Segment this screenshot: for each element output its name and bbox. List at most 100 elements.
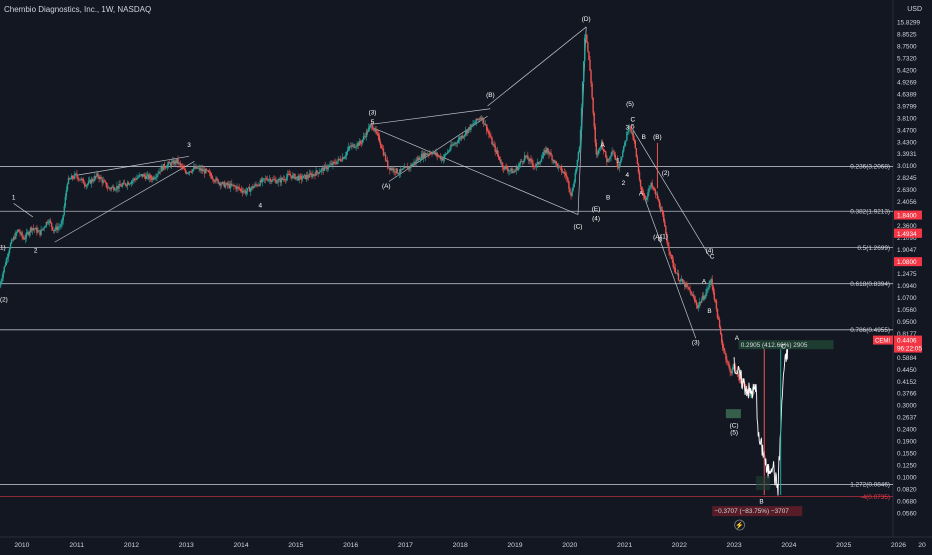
candle-body xyxy=(104,181,107,183)
candle-body xyxy=(714,299,717,301)
candle-body xyxy=(303,174,306,176)
candle-body xyxy=(85,185,88,187)
candle-body xyxy=(314,174,316,176)
price-tick-label: 0.1250 xyxy=(897,463,917,470)
wave-label: 1 xyxy=(616,158,620,165)
candle-body xyxy=(452,144,454,146)
candle-body xyxy=(372,127,374,130)
candle-body xyxy=(19,231,21,234)
candle-body xyxy=(491,137,493,145)
candle-body xyxy=(87,181,90,185)
candle-body xyxy=(661,209,664,215)
wave-label: (E) xyxy=(592,206,601,213)
candle-body xyxy=(538,162,541,164)
price-tick-label: 15.8299 xyxy=(897,20,921,27)
candle-body xyxy=(709,280,711,285)
wave-label: A xyxy=(639,191,644,198)
candle-body xyxy=(699,302,702,303)
candle-body xyxy=(685,283,687,287)
candle-body xyxy=(586,34,588,43)
wave-label: (4) xyxy=(592,215,600,222)
candle-body xyxy=(61,220,63,224)
candle-body xyxy=(543,150,546,153)
candle-body xyxy=(271,180,273,182)
candle-body xyxy=(42,227,44,230)
candle-body xyxy=(360,143,363,144)
time-tick-label: 2016 xyxy=(343,542,358,549)
candle-body xyxy=(726,359,728,362)
candle-body xyxy=(136,177,138,180)
candle-body xyxy=(292,174,294,179)
candle-body xyxy=(490,136,492,138)
candle-body xyxy=(589,59,591,71)
candle-body xyxy=(731,368,733,374)
candle-body xyxy=(686,283,688,287)
candle-body xyxy=(260,180,262,183)
candle-body xyxy=(410,164,412,168)
candle-body xyxy=(614,154,616,160)
candle-body xyxy=(659,207,662,211)
candle-body xyxy=(172,160,174,163)
wave-label: (C) xyxy=(730,423,739,430)
candle-body xyxy=(409,166,411,168)
wave-label: (C) xyxy=(574,223,583,230)
candle-body xyxy=(531,160,533,164)
wave-trend-line xyxy=(54,161,195,243)
candle-body xyxy=(732,364,734,369)
wave-label: 3 xyxy=(187,142,191,149)
candle-body xyxy=(419,159,422,161)
candle-body xyxy=(692,294,694,297)
price-tick-label: 2.8245 xyxy=(897,175,917,182)
candle-body xyxy=(122,182,124,185)
candle-body xyxy=(444,153,447,155)
candle-body xyxy=(585,34,587,38)
candle-body xyxy=(73,178,75,179)
candle-body xyxy=(140,174,142,175)
candle-body xyxy=(97,173,99,177)
measure-box-down xyxy=(712,506,803,517)
time-tick-label: 2020 xyxy=(562,542,577,549)
candle-body xyxy=(31,228,34,231)
candle-body xyxy=(89,179,92,184)
candle-body xyxy=(605,151,607,158)
candle-body xyxy=(243,190,246,192)
candle-body xyxy=(366,130,369,132)
candle-body xyxy=(130,181,133,184)
candle-body xyxy=(387,160,389,168)
candle-body xyxy=(573,181,575,188)
candle-body xyxy=(274,179,276,181)
candle-body xyxy=(201,168,203,171)
candle-body xyxy=(179,162,181,165)
wave-label: (B) xyxy=(653,134,662,141)
candle-body xyxy=(325,165,328,170)
lightning-icon-glyph: ⚡ xyxy=(735,521,744,530)
candle-body xyxy=(38,230,40,232)
candle-body xyxy=(634,140,636,149)
candle-body xyxy=(489,134,491,137)
candle-body xyxy=(413,161,415,164)
candle-body xyxy=(141,174,143,177)
candle-body xyxy=(301,178,304,180)
candle-body xyxy=(28,232,31,235)
candle-body xyxy=(407,166,409,170)
candle-body xyxy=(107,187,110,189)
candle-body xyxy=(674,268,677,273)
price-tick-label: 1.0700 xyxy=(897,295,917,302)
candle-body xyxy=(590,70,592,84)
candle-body xyxy=(679,279,682,282)
candle-body xyxy=(689,289,691,292)
candle-body xyxy=(180,164,182,167)
candle-body xyxy=(673,266,675,269)
measure-label-down: −0.3707 (−83.75%) −3707 xyxy=(714,508,789,515)
candle-body xyxy=(276,182,278,184)
candle-body xyxy=(613,152,615,155)
candle-body xyxy=(753,392,756,394)
candle-body xyxy=(427,153,429,155)
candle-body xyxy=(117,185,119,189)
candle-body xyxy=(194,167,196,169)
candle-body xyxy=(290,175,292,177)
candle-body xyxy=(173,160,175,165)
price-tick-label: 0.3766 xyxy=(897,391,917,398)
